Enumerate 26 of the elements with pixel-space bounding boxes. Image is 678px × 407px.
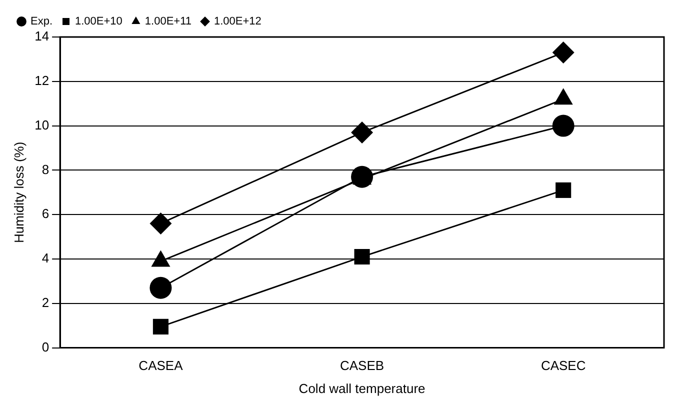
point bbox=[552, 114, 574, 137]
point bbox=[152, 318, 168, 334]
y-tick-label: 0 bbox=[42, 339, 50, 354]
x-tick-label: CASEA bbox=[138, 358, 184, 374]
y-tick-label: 4 bbox=[42, 250, 50, 266]
point bbox=[354, 249, 370, 265]
point bbox=[150, 212, 172, 234]
y-tick-label: 8 bbox=[42, 162, 50, 177]
x-tick-label: CASEC bbox=[540, 358, 586, 374]
y-tick-label: 12 bbox=[34, 72, 50, 88]
y-tick-label: 14 bbox=[34, 28, 50, 44]
legend-label: 1.00E+11 bbox=[144, 16, 192, 28]
x-tick-label: CASEB bbox=[340, 358, 384, 374]
legend-label: 1.00E+10 bbox=[75, 16, 122, 28]
x-axis-title: Cold wall temperature bbox=[298, 380, 426, 396]
point bbox=[150, 276, 172, 299]
point bbox=[351, 166, 374, 188]
point bbox=[552, 42, 574, 64]
point bbox=[556, 182, 572, 198]
y-tick-label: 6 bbox=[42, 206, 50, 222]
point bbox=[351, 121, 374, 144]
y-axis-title: Humidity loss (%) bbox=[11, 142, 26, 243]
legend-label: Exp. bbox=[30, 16, 53, 28]
y-tick-label: 10 bbox=[34, 117, 50, 132]
legend-label: 1.00E+12 bbox=[214, 16, 262, 28]
y-tick-label: 2 bbox=[42, 294, 50, 310]
